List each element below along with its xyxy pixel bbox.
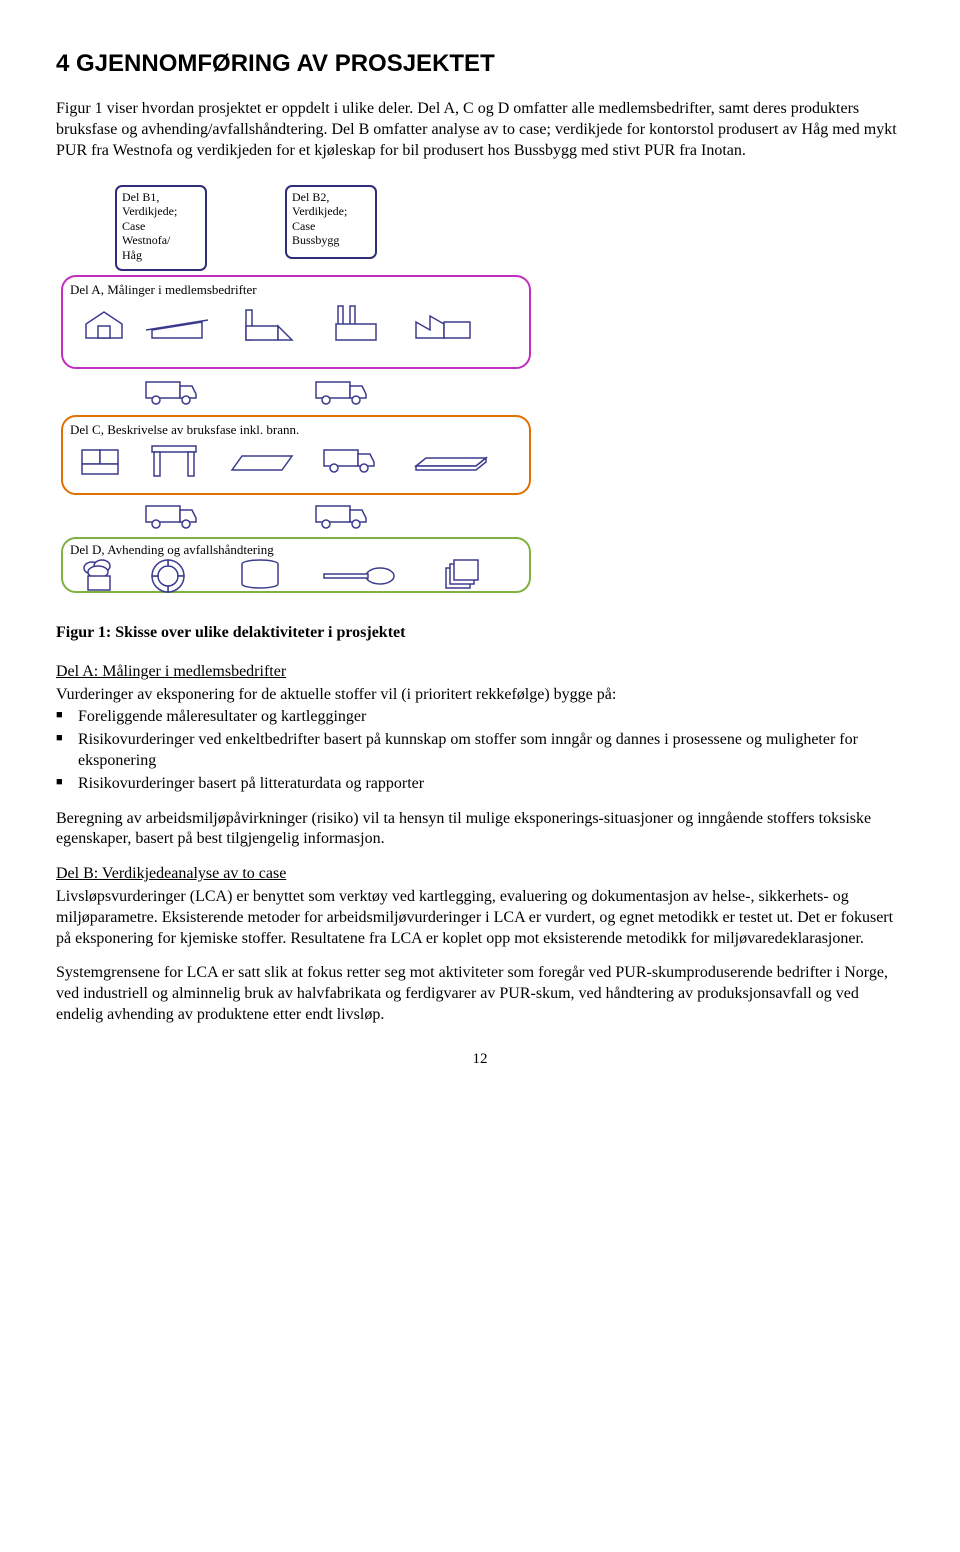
- delB-p2: Systemgrensene for LCA er satt slik at f…: [56, 963, 904, 1025]
- delB-p1: Livsløpsvurderinger (LCA) er benyttet so…: [56, 887, 904, 949]
- delA-bullet: Risikovurderinger basert på litteraturda…: [56, 774, 904, 795]
- delA-section: Del A: Målinger i medlemsbedrifter Vurde…: [56, 662, 904, 850]
- intro-paragraph: Figur 1 viser hvordan prosjektet er oppd…: [56, 99, 904, 161]
- delB-title: Del B: Verdikjedeanalyse av to case: [56, 864, 904, 885]
- delA-label: Del A, Målinger i medlemsbedrifter: [70, 282, 257, 297]
- delA-tail: Beregning av arbeidsmiljøpåvirkninger (r…: [56, 809, 904, 851]
- figure-1-svg: Del B1,Verdikjede;CaseWestnofa/Håg Del B…: [56, 176, 536, 596]
- delA-lead: Vurderinger av eksponering for de aktuel…: [56, 686, 616, 703]
- delA-bullet: Risikovurderinger ved enkeltbedrifter ba…: [56, 730, 904, 772]
- delA-title: Del A: Målinger i medlemsbedrifter: [56, 662, 904, 683]
- b2-label: Del B2,Verdikjede;CaseBussbygg: [292, 190, 372, 248]
- page-number: 12: [56, 1050, 904, 1070]
- delD-label: Del D, Avhending og avfallshåndtering: [70, 542, 274, 557]
- delC-label: Del C, Beskrivelse av bruksfase inkl. br…: [70, 422, 299, 437]
- b1-label: Del B1,Verdikjede;CaseWestnofa/Håg: [122, 190, 202, 262]
- figure-1-diagram: Del B1,Verdikjede;CaseWestnofa/Håg Del B…: [56, 176, 536, 599]
- delA-bullets: Foreliggende måleresultater og kartleggi…: [56, 707, 904, 794]
- figure-caption: Figur 1: Skisse over ulike delaktivitete…: [56, 623, 904, 644]
- delA-bullet: Foreliggende måleresultater og kartleggi…: [56, 707, 904, 728]
- delB-section: Del B: Verdikjedeanalyse av to case Livs…: [56, 864, 904, 1026]
- section-heading: 4 GJENNOMFØRING AV PROSJEKTET: [56, 48, 904, 79]
